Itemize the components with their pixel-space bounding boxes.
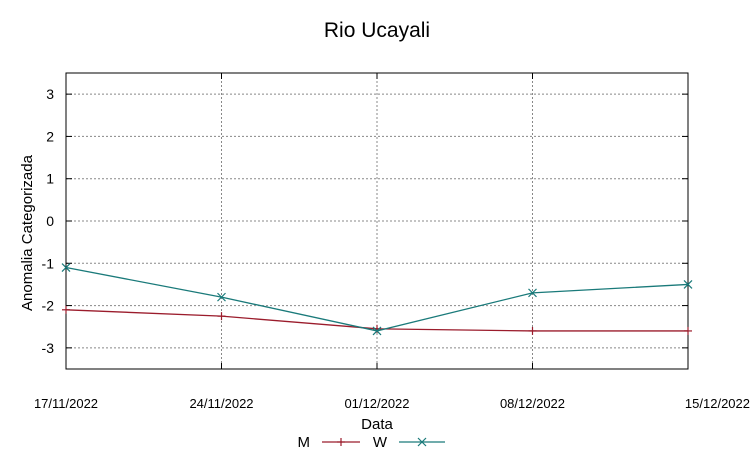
data-point [62, 305, 70, 314]
y-axis-ticks: -3 -2 -1 0 1 2 3 [42, 86, 688, 356]
x-axis-ticks: 17/11/2022 24/11/2022 01/12/2022 08/12/2022… [34, 73, 750, 411]
data-point [217, 292, 226, 302]
x-tick-label: 24/11/2022 [189, 396, 253, 411]
y-tick-label: 1 [46, 171, 54, 187]
legend-marker [337, 438, 345, 446]
y-tick-label: 3 [46, 86, 54, 102]
x-axis-label: Data [361, 416, 393, 433]
y-tick-label: 2 [46, 128, 54, 144]
y-tick-label: 0 [46, 213, 54, 229]
legend-entry-M: M [298, 434, 360, 451]
x-tick-label: 01/12/2022 [344, 396, 409, 411]
grid-lines [66, 73, 688, 369]
legend-entry-W: W [373, 434, 445, 451]
y-tick-label: -3 [42, 340, 55, 356]
series-W [61, 263, 693, 336]
x-tick-label: 15/12/2022 [685, 396, 750, 411]
data-point [684, 326, 692, 335]
legend-label: W [373, 434, 388, 451]
x-tick-label: 17/11/2022 [34, 396, 98, 411]
series-layer [61, 263, 693, 336]
data-point [528, 288, 537, 298]
legend-marker [417, 437, 427, 447]
data-point [61, 263, 71, 272]
y-tick-label: -2 [42, 298, 55, 314]
chart-title: Rio Ucayali [324, 19, 430, 42]
y-tick-label: -1 [42, 255, 55, 271]
data-point [372, 326, 382, 336]
data-point [528, 326, 537, 335]
x-tick-label: 08/12/2022 [500, 396, 565, 411]
legend-label: M [298, 434, 311, 451]
data-point [683, 280, 693, 289]
y-axis-label: Anomalia Categorizada [19, 154, 36, 311]
data-point [217, 312, 226, 321]
